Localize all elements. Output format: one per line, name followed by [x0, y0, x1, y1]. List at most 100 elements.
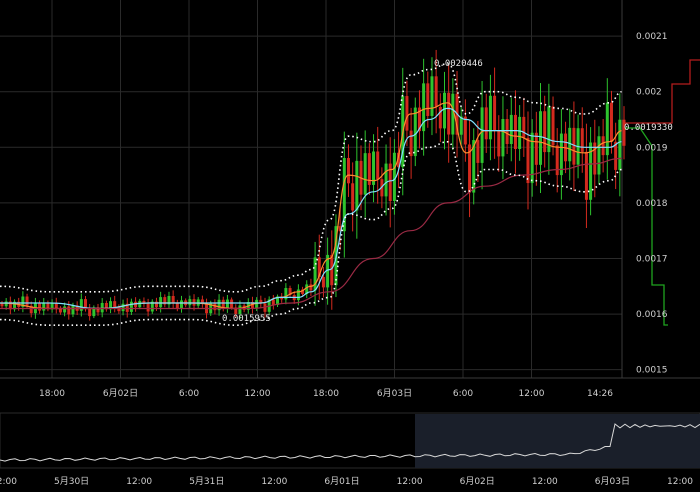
candle: [305, 280, 309, 299]
candle: [522, 97, 526, 157]
candle: [447, 64, 451, 163]
candle: [134, 297, 138, 312]
candle: [468, 119, 472, 218]
candle: [46, 300, 50, 312]
candle: [171, 290, 175, 309]
candle: [568, 108, 572, 181]
candle: [271, 294, 275, 310]
grid: [0, 0, 622, 378]
candle: [476, 120, 480, 183]
overview-tick: 6月02日: [460, 476, 495, 487]
candle: [601, 118, 605, 173]
candle: [175, 299, 179, 312]
candle: [4, 298, 8, 310]
price-tick: 0.0019: [636, 143, 668, 153]
time-tick: 6:00: [453, 389, 473, 399]
candle: [8, 296, 12, 315]
candle: [50, 299, 54, 313]
candle: [213, 299, 217, 315]
candle: [263, 297, 267, 318]
candle: [605, 78, 609, 180]
candle: [104, 300, 108, 312]
candle: [572, 101, 576, 192]
bands: [0, 63, 623, 327]
candle: [217, 294, 221, 316]
candle: [234, 304, 238, 318]
candle: [551, 96, 555, 156]
overview-tick: 6月01日: [324, 476, 359, 487]
candle: [167, 291, 171, 309]
time-tick: 6月03日: [377, 388, 412, 399]
candle: [63, 302, 67, 317]
candle: [317, 234, 321, 300]
moving-averages: [0, 102, 623, 310]
candle: [622, 106, 626, 160]
candle: [384, 144, 388, 216]
candle: [501, 96, 505, 180]
time-tick: 6月02日: [103, 388, 138, 399]
candle: [413, 97, 417, 167]
candle: [284, 283, 288, 305]
candle: [309, 278, 313, 296]
overview-selection[interactable]: [415, 414, 700, 468]
candle: [83, 296, 87, 312]
ma-line: [0, 102, 623, 310]
overview-axis: 12:00 5月30日 12:00 5月31日 12:00 6月01日 12:00 6月02日…: [0, 476, 693, 487]
candle: [430, 57, 434, 136]
low-price-label: 0.0015955: [222, 314, 271, 324]
overview-tick: 5月30日: [54, 476, 89, 487]
candle: [388, 137, 392, 228]
overview-navigator[interactable]: 12:00 5月30日 12:00 5月31日 12:00 6月01日 12:00 6月02日…: [0, 412, 700, 487]
candle: [42, 298, 46, 316]
candle: [58, 306, 62, 315]
candle: [451, 78, 455, 150]
candle: [526, 111, 530, 210]
candle: [188, 295, 192, 309]
time-tick: 18:00: [39, 389, 65, 399]
candle: [225, 294, 229, 313]
candle: [288, 285, 292, 298]
ma-line: [0, 157, 623, 310]
candle: [330, 230, 334, 310]
candle: [355, 132, 359, 239]
candle: [276, 294, 280, 308]
candle: [326, 237, 330, 305]
candle: [543, 95, 547, 168]
time-tick: 12:00: [245, 389, 271, 399]
candle: [96, 303, 100, 316]
candle: [54, 297, 58, 314]
ask-depth: [622, 59, 700, 124]
candle: [488, 74, 492, 161]
candle: [609, 90, 613, 154]
candle: [409, 107, 413, 179]
overview-tick: 12:00: [667, 477, 693, 487]
candle: [121, 299, 125, 316]
candle: [509, 97, 513, 162]
candle: [593, 119, 597, 198]
candle: [0, 300, 4, 309]
candle: [13, 299, 17, 312]
candle: [79, 293, 83, 317]
candle: [109, 297, 113, 314]
price-tick: 0.0015: [636, 366, 668, 376]
candle: [459, 106, 463, 145]
candle: [200, 295, 204, 308]
overview-tick: 12:00: [261, 477, 287, 487]
time-tick: 14:26: [587, 389, 613, 399]
candle: [142, 297, 146, 308]
candle: [530, 119, 534, 197]
candle: [463, 99, 467, 162]
candle: [129, 298, 133, 316]
candle: [426, 71, 430, 128]
overview-tick: 5月31日: [189, 476, 224, 487]
candle: [159, 291, 163, 313]
candle: [518, 105, 522, 161]
price-tick: 0.0021: [636, 32, 668, 42]
candle: [472, 128, 476, 205]
candle: [438, 93, 442, 143]
candle: [342, 131, 346, 258]
overview-tick: 12:00: [0, 477, 17, 487]
candle: [534, 111, 538, 186]
candle: [221, 296, 225, 312]
